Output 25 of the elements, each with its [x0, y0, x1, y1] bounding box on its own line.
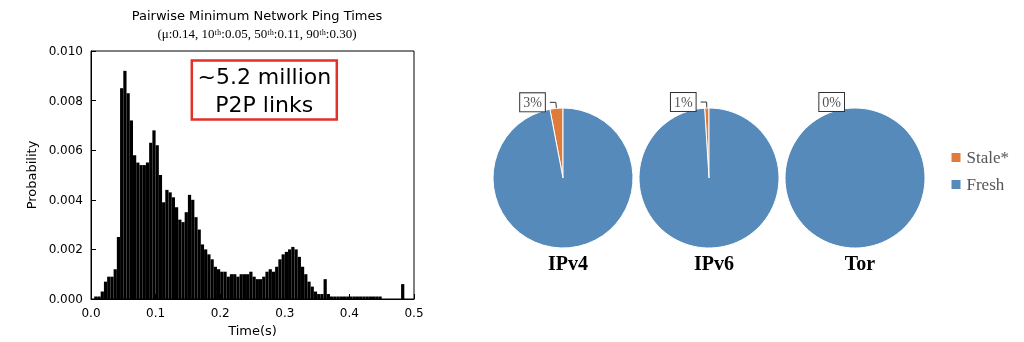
annotation: ~5.2 million P2P links — [197, 63, 332, 117]
slice-label: IPv6 — [694, 252, 734, 274]
x-tick-label: 0.0 — [81, 306, 101, 320]
y-tick-label: 0.002 — [48, 242, 83, 257]
data-label: 1% — [673, 94, 693, 110]
x-tick-label: 0.2 — [210, 306, 230, 320]
y-tick-label: 0.008 — [48, 93, 83, 108]
legend-label: Fresh — [966, 175, 1005, 194]
y-axis-title: Probability — [23, 140, 39, 210]
slice-label: IPv4 — [548, 252, 588, 274]
x-tick-label: 0.1 — [146, 306, 166, 320]
y-tick-label: 0.000 — [48, 292, 83, 306]
text: 0% — [822, 94, 841, 110]
legend-label: Stale* — [966, 148, 1010, 167]
slice-label: Tor — [844, 252, 876, 274]
y-tick-label: 0.006 — [48, 143, 83, 158]
x-tick-label: 0.5 — [404, 306, 424, 320]
chart-title: Pairwise Minimum Network Ping Times — [131, 8, 383, 23]
x-axis-title: Time(s) — [227, 322, 277, 338]
x-tick-label: 0.4 — [339, 306, 359, 320]
x-tick-label: 0.3 — [275, 306, 295, 320]
data-label: 3% — [523, 94, 543, 110]
chart-subtitle: (μ:0.14, 10ᵗʰ:0.05, 50ᵗʰ:0.11, 90ᵗʰ:0.30) — [157, 26, 357, 41]
y-tick-label: 0.010 — [48, 44, 83, 58]
y-tick-label: 0.004 — [48, 192, 83, 207]
